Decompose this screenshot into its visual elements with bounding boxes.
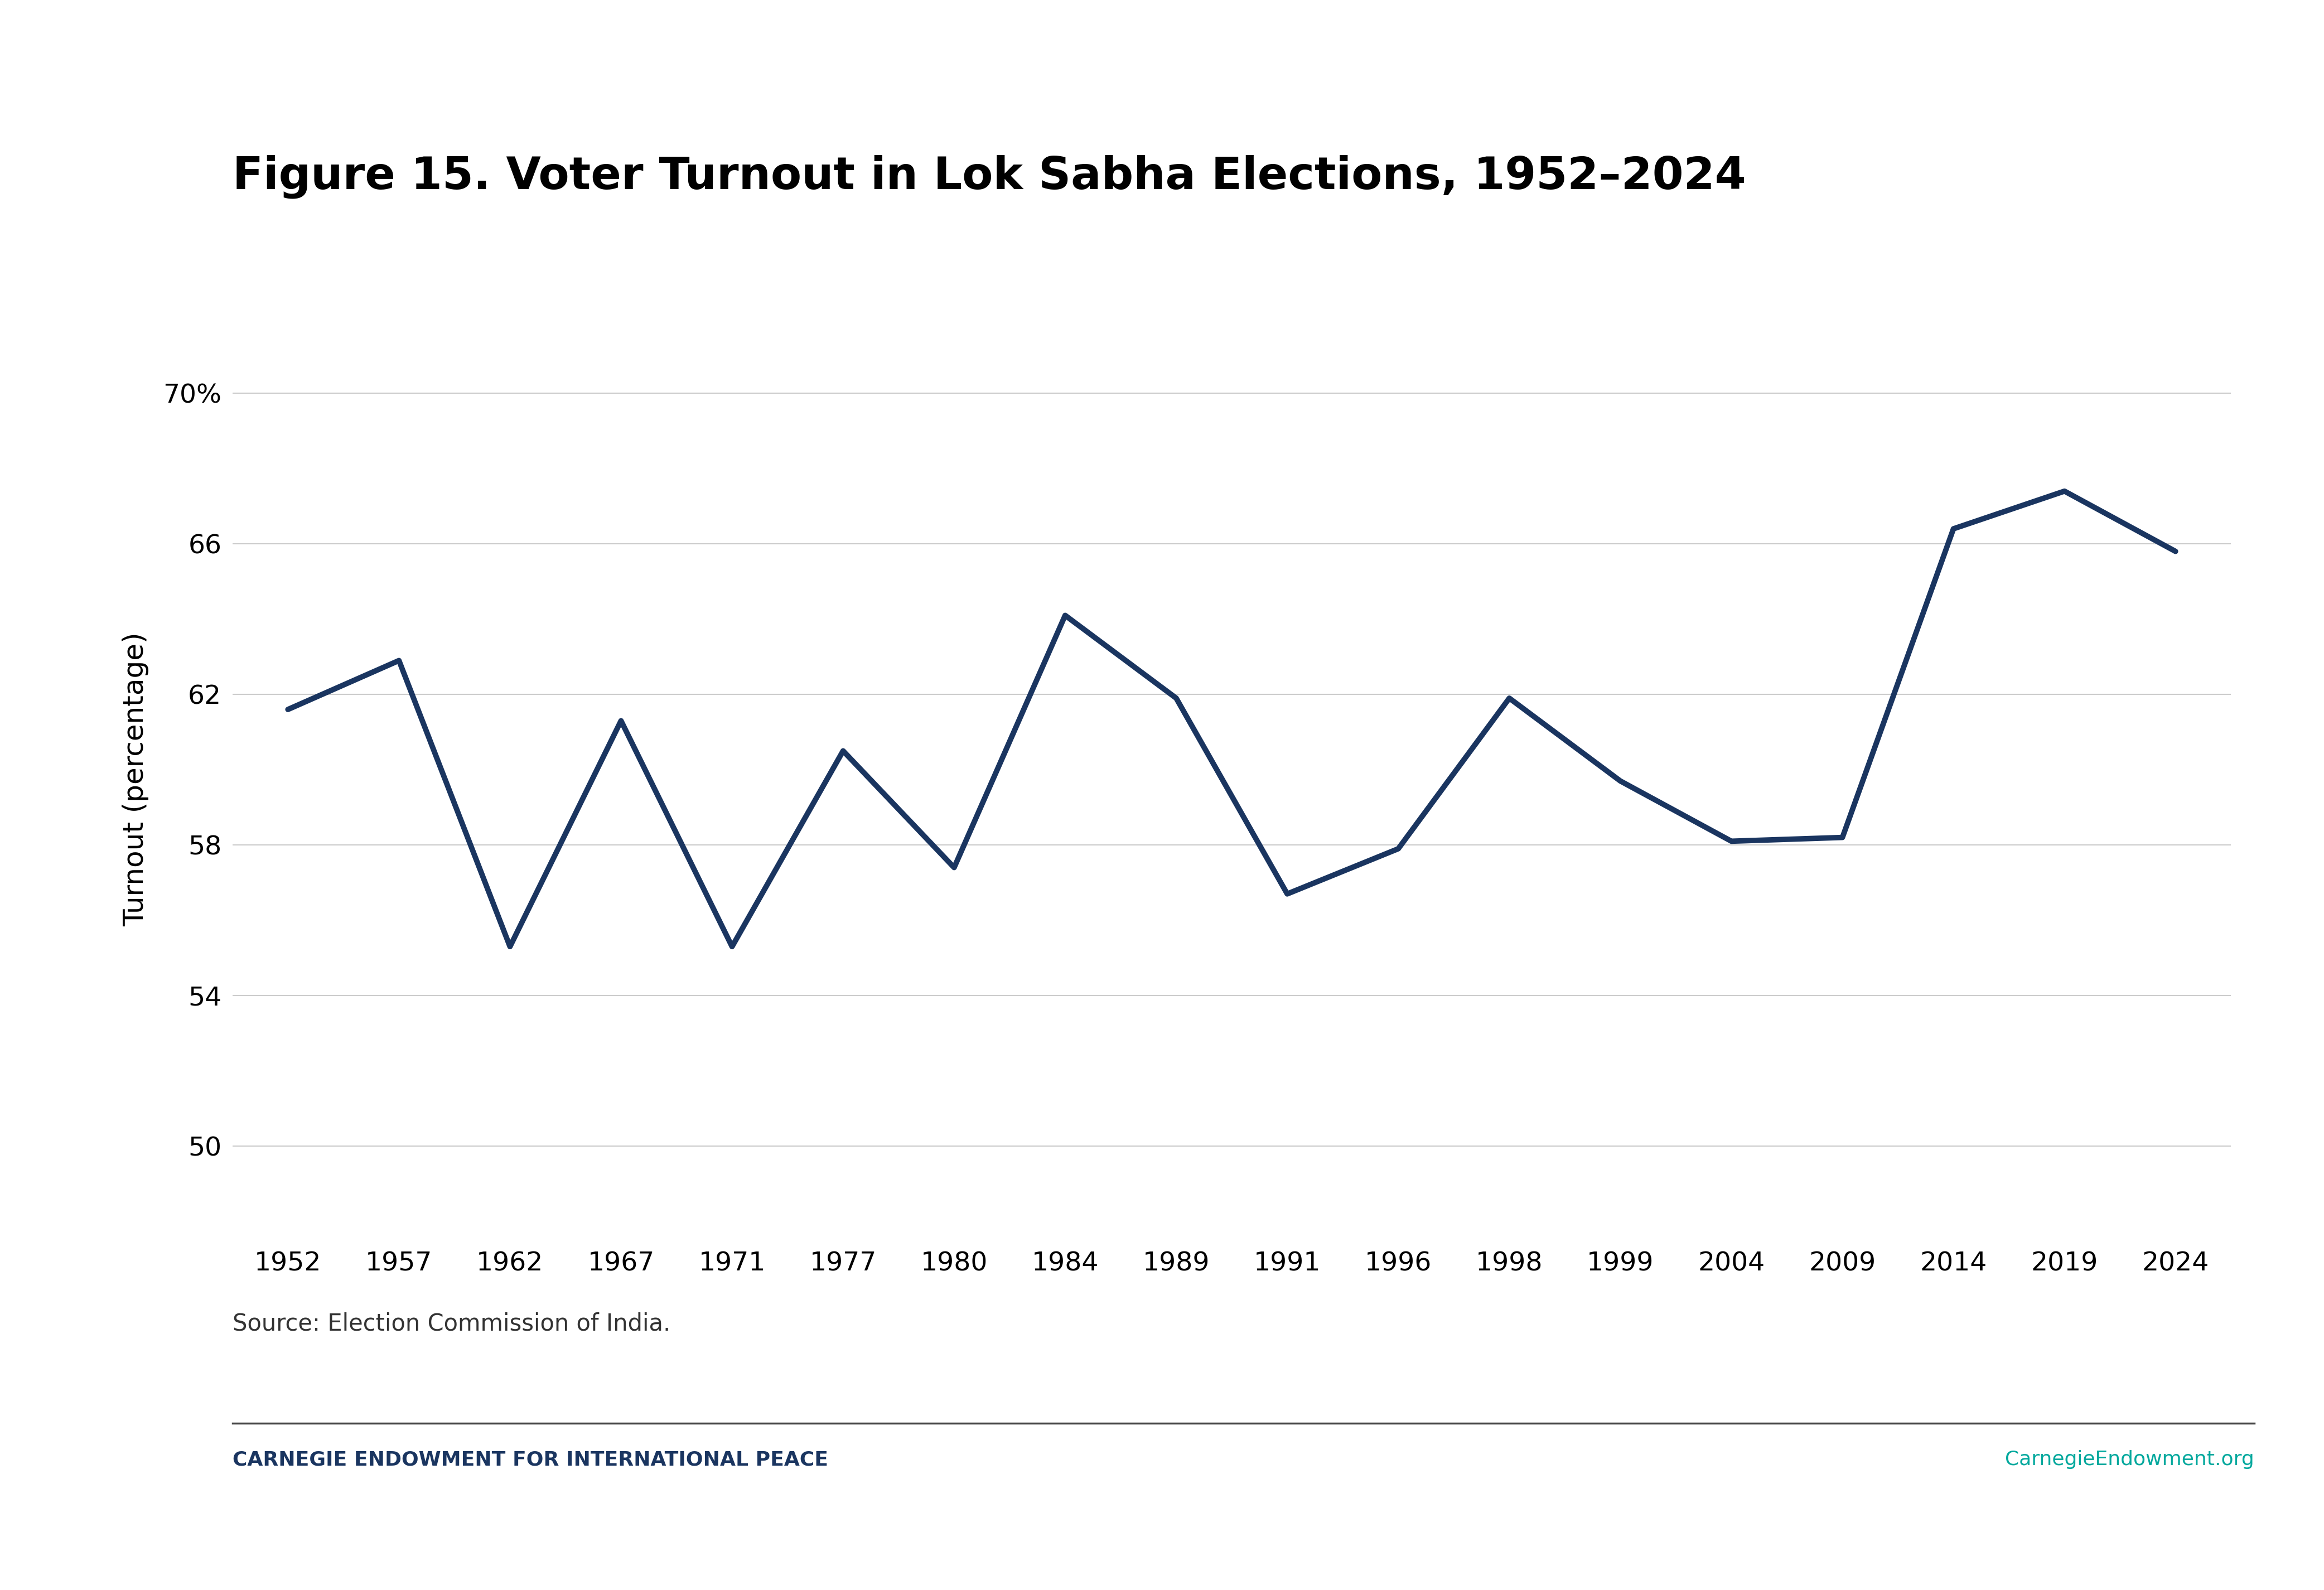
Text: CarnegieEndowment.org: CarnegieEndowment.org bbox=[2006, 1450, 2254, 1469]
Text: CARNEGIE ENDOWMENT FOR INTERNATIONAL PEACE: CARNEGIE ENDOWMENT FOR INTERNATIONAL PEA… bbox=[232, 1450, 827, 1469]
Text: Figure 15. Voter Turnout in Lok Sabha Elections, 1952–2024: Figure 15. Voter Turnout in Lok Sabha El… bbox=[232, 154, 1745, 199]
Y-axis label: Turnout (percentage): Turnout (percentage) bbox=[123, 631, 149, 927]
Text: Source: Election Commission of India.: Source: Election Commission of India. bbox=[232, 1312, 669, 1336]
